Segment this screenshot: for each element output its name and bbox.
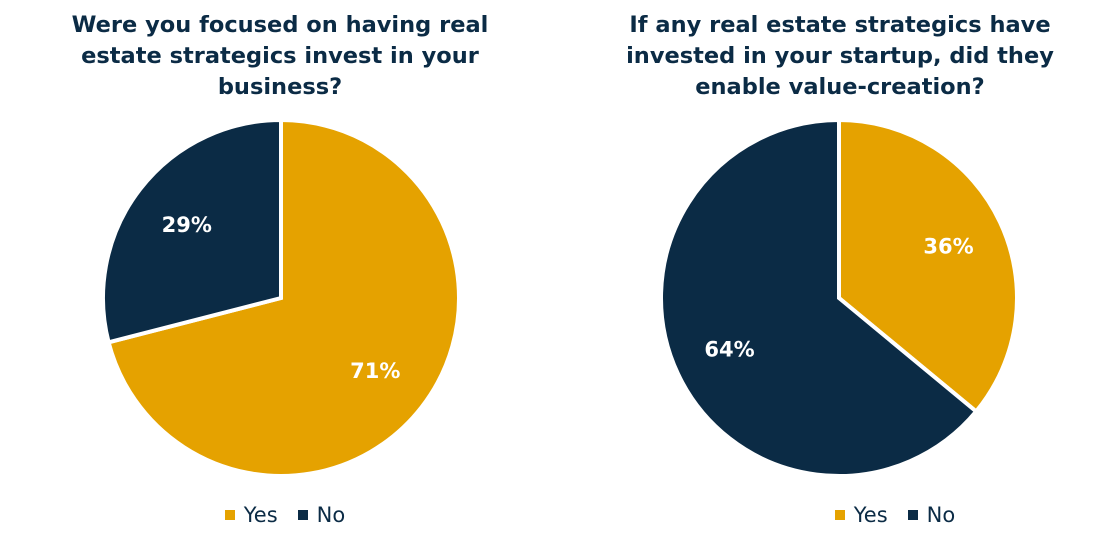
pie-chart-left: Were you focused on having real estate s… bbox=[0, 12, 560, 527]
slice-label-no: 29% bbox=[162, 213, 212, 237]
slice-label-yes: 36% bbox=[923, 234, 973, 258]
legend-item-no: No bbox=[297, 503, 346, 527]
slice-label-no: 64% bbox=[704, 338, 754, 362]
legend-label-yes: Yes bbox=[853, 503, 888, 527]
legend-item-no: No bbox=[907, 503, 956, 527]
pie-slice-yes bbox=[106, 117, 461, 478]
legend-swatch-yes bbox=[224, 510, 235, 520]
slice-label-yes: 71% bbox=[350, 359, 400, 383]
pie-chart-right: If any real estate strategics have inves… bbox=[560, 0, 1120, 543]
legend-label-no: No bbox=[316, 503, 346, 527]
legend-label-yes: Yes bbox=[243, 503, 278, 527]
legend-swatch-no bbox=[907, 510, 918, 520]
legend-item-yes: Yes bbox=[834, 503, 888, 527]
chart-title: Were you focused on having real estate s… bbox=[71, 12, 489, 100]
pie-slice-no bbox=[101, 117, 283, 345]
pie-slice-no bbox=[659, 117, 979, 478]
legend: Yes No bbox=[0, 503, 560, 527]
legend: Yes No bbox=[560, 503, 1120, 527]
legend-swatch-no bbox=[297, 510, 308, 520]
pie-svg-left: 71% 29% bbox=[101, 117, 461, 478]
legend-item-yes: Yes bbox=[224, 503, 278, 527]
legend-label-no: No bbox=[926, 503, 956, 527]
chart-title: If any real estate strategics have inves… bbox=[626, 12, 1054, 100]
pie-slice-yes bbox=[837, 117, 1019, 415]
legend-swatch-yes bbox=[834, 510, 845, 520]
pie-svg-right: 36% 64% bbox=[659, 117, 1019, 478]
